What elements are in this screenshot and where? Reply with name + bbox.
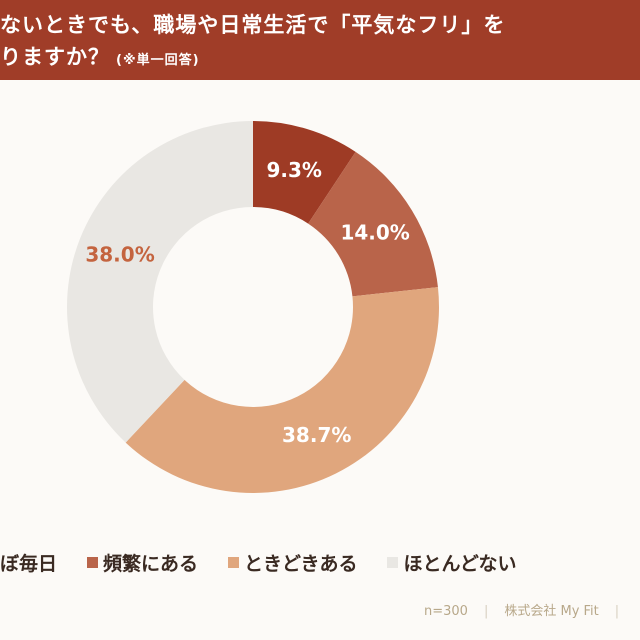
chart-title-line1: ないときでも、職場や日常生活で「平気なフリ」を [0, 13, 506, 37]
data-label: 38.7% [282, 423, 351, 447]
legend-swatch [87, 557, 99, 568]
company-name: 株式会社 My Fit [504, 604, 599, 619]
legend-label: 頻繁にある [103, 553, 199, 575]
donut-slice [125, 287, 439, 493]
sample-size: n=300 [424, 604, 468, 619]
footer: n=300 | 株式会社 My Fit | [424, 600, 635, 619]
chart-title-line2: りますか？ (※単一回答) [0, 41, 200, 71]
legend: ぼ毎日 頻繁にある ときどきある ほとんどない [0, 549, 547, 576]
donut-slice [308, 151, 438, 297]
title-banner: ないときでも、職場や日常生活で「平気なフリ」を りますか？ (※単一回答) [0, 0, 640, 80]
legend-label: ほとんどない [403, 553, 517, 575]
title-line2-text: りますか？ [0, 45, 110, 69]
donut-slice [66, 120, 253, 443]
data-label: 38.0% [85, 242, 154, 266]
legend-swatch [387, 557, 399, 568]
legend-swatch [228, 557, 240, 568]
answer-note: (※単一回答) [116, 53, 200, 68]
legend-item: ほとんどない [387, 549, 517, 576]
data-label: 14.0% [340, 221, 409, 245]
data-label: 9.3% [266, 158, 321, 182]
separator: | [614, 604, 620, 619]
separator: | [483, 604, 489, 619]
legend-item: ときどきある [228, 549, 357, 576]
legend-label: ときどきある [244, 553, 358, 575]
legend-label: ぼ毎日 [0, 553, 58, 575]
legend-item: ぼ毎日 [0, 549, 57, 576]
legend-item: 頻繁にある [87, 549, 198, 576]
donut-slice [253, 121, 356, 224]
